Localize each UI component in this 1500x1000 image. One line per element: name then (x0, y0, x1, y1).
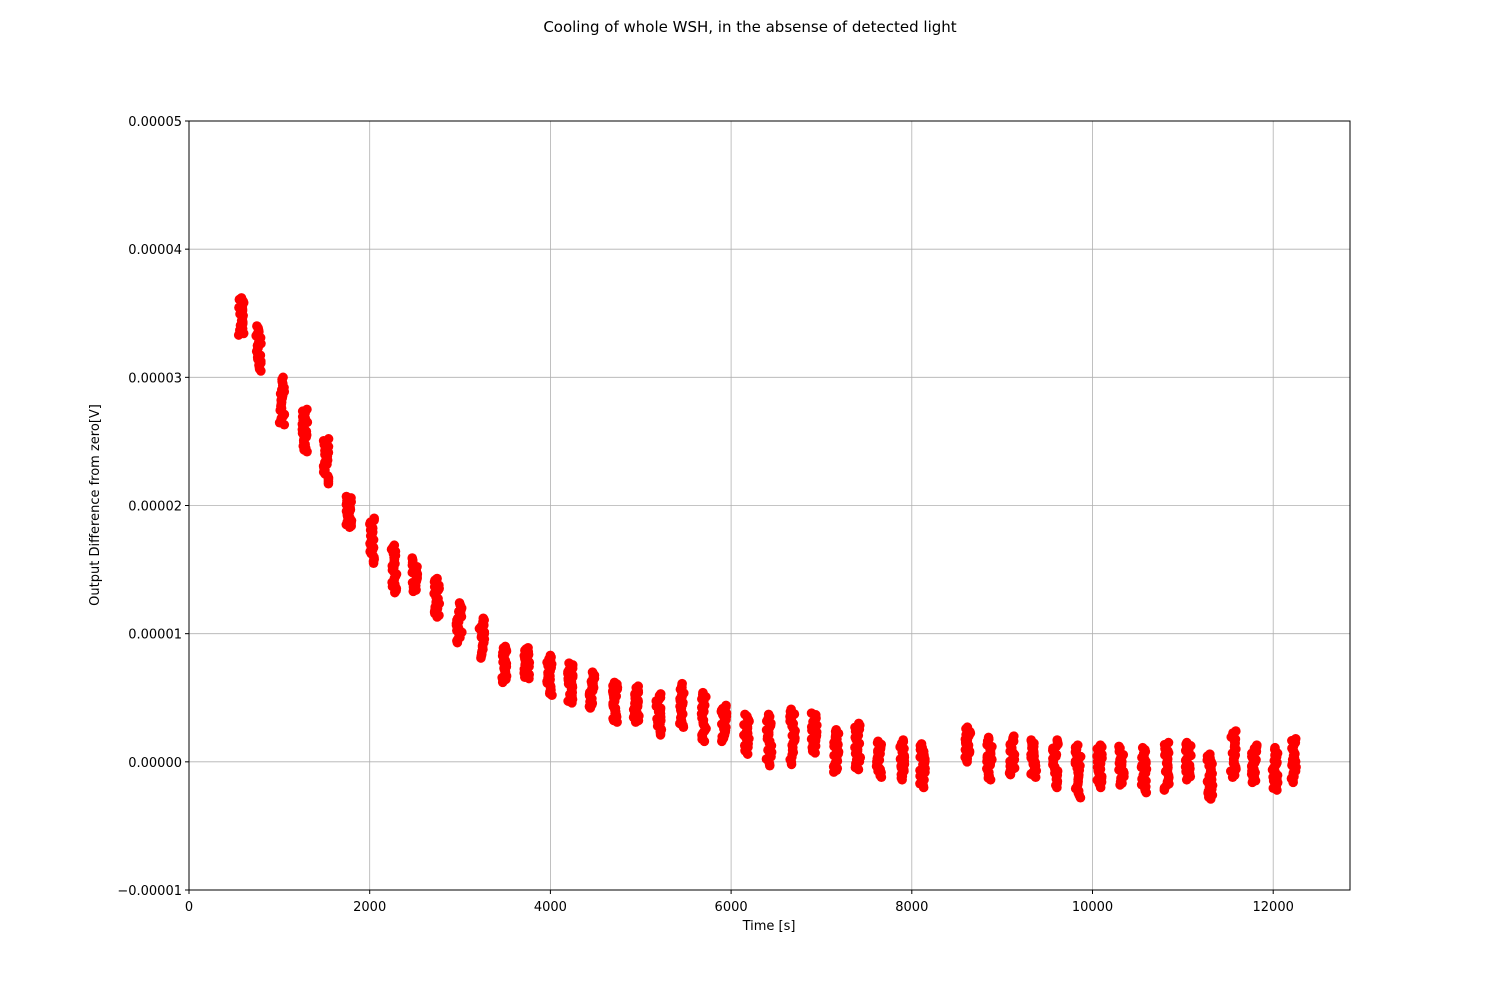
data-point (564, 658, 574, 668)
data-point (806, 708, 817, 718)
data-point (302, 404, 312, 415)
data-point (983, 732, 994, 743)
y-tick-label: 0.00003 (128, 371, 182, 386)
data-point (1008, 731, 1019, 741)
y-axis-label: Output Difference from zero[V] (88, 404, 103, 606)
grid (189, 121, 1350, 890)
data-point (1114, 741, 1124, 752)
data-point (873, 736, 883, 747)
data-point (655, 689, 666, 699)
x-tick-label: 8000 (895, 900, 928, 915)
data-point (252, 321, 262, 331)
data-point (478, 613, 489, 624)
data-point (500, 641, 511, 652)
data-point (1052, 735, 1062, 745)
data-point (633, 681, 644, 692)
data-point (369, 513, 379, 524)
data-point (523, 642, 533, 653)
data-point (1182, 737, 1192, 748)
data-point (831, 724, 841, 735)
y-tick-label: 0.00000 (128, 756, 182, 771)
data-point (916, 739, 927, 749)
data-point (323, 434, 334, 444)
data-point (609, 677, 620, 688)
x-axis: 0 2000 4000 6000 8000 10000 12000 (185, 890, 1294, 915)
data-point (786, 704, 796, 715)
data-point (763, 709, 774, 720)
data-point (1231, 726, 1241, 736)
x-tick-label: 12000 (1253, 900, 1294, 915)
data-point (1205, 749, 1215, 759)
chart-title: Cooling of whole WSH, in the absense of … (543, 18, 956, 36)
data-point (1026, 735, 1036, 745)
x-tick-label: 6000 (715, 900, 748, 915)
x-tick-label: 4000 (534, 900, 567, 915)
data-point (1163, 737, 1174, 748)
data-point (1137, 742, 1148, 753)
x-axis-label: Time [s] (742, 919, 796, 934)
y-tick-label: 0.00002 (128, 500, 182, 515)
data-point (341, 491, 352, 502)
x-tick-label: 0 (185, 900, 193, 915)
data-point (389, 540, 400, 551)
x-tick-label: 10000 (1072, 900, 1113, 915)
data-point (853, 718, 864, 729)
data-point (432, 573, 442, 584)
data-point (407, 553, 418, 563)
data-point (278, 372, 288, 383)
data-point (898, 735, 909, 745)
data-point (677, 678, 687, 689)
y-tick-label: 0.00004 (128, 243, 182, 258)
x-tick-label: 2000 (353, 900, 386, 915)
data-point (698, 687, 708, 698)
data-point (1095, 740, 1106, 750)
data-point (454, 598, 465, 608)
y-tick-label: 0.00001 (128, 628, 182, 643)
scatter-series (233, 293, 1301, 804)
data-point (740, 709, 750, 720)
data-point (236, 293, 247, 303)
data-point (1072, 740, 1083, 750)
data-point (1290, 733, 1301, 744)
y-axis: −0.00001 0.00000 0.00001 0.00002 0.00003 0.00… (117, 115, 189, 899)
data-point (1270, 742, 1280, 753)
data-point (1252, 740, 1262, 750)
data-point (962, 722, 973, 733)
data-point (587, 667, 598, 677)
data-point (545, 650, 556, 661)
y-tick-label: 0.00005 (128, 115, 182, 130)
data-point (721, 700, 731, 711)
y-tick-label: −0.00001 (117, 884, 182, 899)
